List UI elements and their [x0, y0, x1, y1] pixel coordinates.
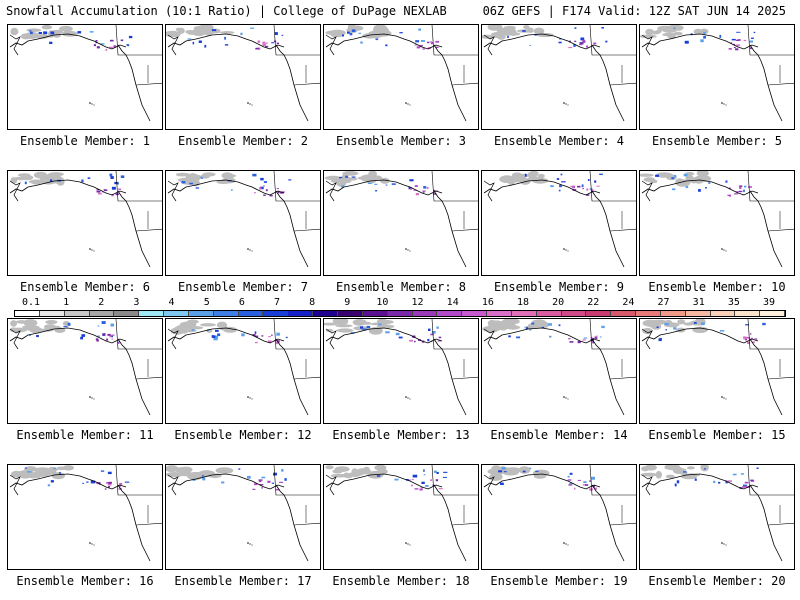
ensemble-member-map-17[interactable]	[165, 464, 321, 570]
legend-swatch	[164, 311, 189, 316]
ensemble-member-label: Ensemble Member: 16	[16, 574, 154, 588]
legend-swatch	[462, 311, 488, 316]
ensemble-member-label: Ensemble Member: 20	[648, 574, 786, 588]
ensemble-member-map-19[interactable]	[481, 464, 637, 570]
ensemble-member-map-1[interactable]	[7, 24, 163, 130]
ensemble-member-label: Ensemble Member: 3	[335, 134, 467, 148]
legend-labels: 0.1 1 2 3 4 5 6 7 8 9 10 12 14 16 18 20 22 24 27 31 35 39	[14, 297, 786, 310]
ensemble-member-label: Ensemble Member: 15	[648, 428, 786, 442]
ensemble-member-label: Ensemble Member: 13	[332, 428, 470, 442]
legend-tick-label: 3	[133, 297, 140, 308]
legend-swatch	[685, 311, 711, 316]
ensemble-member-map-8[interactable]	[323, 170, 479, 276]
legend-swatch	[636, 311, 661, 316]
legend-swatch	[586, 311, 612, 316]
legend-tick-label: 18	[516, 297, 530, 308]
legend-swatch	[89, 311, 115, 316]
legend-tick-label: 24	[622, 297, 635, 308]
legend-tick-label: 12	[411, 297, 424, 308]
legend-swatch	[536, 311, 562, 316]
legend-color-bar	[14, 310, 786, 317]
ensemble-member-label: Ensemble Member: 4	[493, 134, 625, 148]
legend-swatch	[313, 311, 338, 316]
legend-swatch	[263, 311, 289, 316]
legend-swatch	[561, 311, 587, 316]
legend-swatch	[238, 311, 264, 316]
legend-tick-label: 5	[203, 297, 210, 308]
ensemble-member-label: Ensemble Member: 8	[335, 280, 467, 294]
legend-swatch	[437, 311, 463, 316]
legend-swatch	[412, 311, 438, 316]
ensemble-member-map-12[interactable]	[165, 318, 321, 424]
legend-swatch	[288, 311, 314, 316]
legend-swatch	[64, 311, 90, 316]
legend-tick-label: 35	[727, 297, 740, 308]
map-title: Snowfall Accumulation (10:1 Ratio) | Col…	[6, 4, 447, 18]
ensemble-member-map-18[interactable]	[323, 464, 479, 570]
ensemble-member-map-3[interactable]	[323, 24, 479, 130]
ensemble-member-label: Ensemble Member: 19	[490, 574, 628, 588]
legend-swatch	[611, 311, 637, 316]
legend-tick-label: 39	[762, 297, 776, 308]
ensemble-member-label: Ensemble Member: 9	[493, 280, 625, 294]
ensemble-member-label: Ensemble Member: 18	[332, 574, 470, 588]
legend-swatch	[15, 311, 40, 316]
legend-swatch	[660, 311, 686, 316]
legend-tick-label: 4	[168, 297, 175, 308]
ensemble-member-label: Ensemble Member: 11	[16, 428, 154, 442]
legend-tick-label: 6	[238, 297, 245, 308]
legend-swatch	[487, 311, 512, 316]
ensemble-member-map-5[interactable]	[639, 24, 795, 130]
legend-swatch	[362, 311, 388, 316]
legend-swatch	[213, 311, 239, 316]
ensemble-member-map-4[interactable]	[481, 24, 637, 130]
legend-swatch	[735, 311, 761, 316]
legend-tick-label: 2	[98, 297, 105, 308]
ensemble-member-label: Ensemble Member: 1	[19, 134, 151, 148]
legend-swatch	[710, 311, 736, 316]
ensemble-member-map-15[interactable]	[639, 318, 795, 424]
ensemble-member-map-9[interactable]	[481, 170, 637, 276]
legend-tick-label: 10	[376, 297, 389, 308]
ensemble-member-label: Ensemble Member: 7	[177, 280, 309, 294]
legend-tick-label: 16	[481, 297, 494, 308]
run-valid-time: 06Z GEFS | F174 Valid: 12Z SAT JUN 14 20…	[482, 4, 786, 18]
legend-tick-label: 31	[692, 297, 705, 308]
ensemble-member-map-14[interactable]	[481, 318, 637, 424]
legend-tick-label: 22	[587, 297, 600, 308]
ensemble-member-map-7[interactable]	[165, 170, 321, 276]
legend-swatch	[114, 311, 140, 316]
legend-tick-label: 27	[657, 297, 670, 308]
legend-tick-label: 1	[63, 297, 70, 308]
legend-swatch	[337, 311, 363, 316]
legend-swatch	[760, 311, 786, 316]
ensemble-member-map-6[interactable]	[7, 170, 163, 276]
ensemble-member-map-16[interactable]	[7, 464, 163, 570]
ensemble-member-map-2[interactable]	[165, 24, 321, 130]
ensemble-member-label: Ensemble Member: 2	[177, 134, 309, 148]
legend-tick-label: 7	[273, 297, 281, 308]
ensemble-member-label: Ensemble Member: 10	[648, 280, 786, 294]
ensemble-member-label: Ensemble Member: 14	[490, 428, 628, 442]
ensemble-member-label: Ensemble Member: 5	[651, 134, 783, 148]
ensemble-member-map-10[interactable]	[639, 170, 795, 276]
legend-swatch	[188, 311, 214, 316]
legend-tick-label: 9	[344, 297, 351, 308]
ensemble-member-map-11[interactable]	[7, 318, 163, 424]
legend-swatch	[387, 311, 413, 316]
legend-swatch	[511, 311, 537, 316]
legend-swatch	[139, 311, 165, 316]
ensemble-member-label: Ensemble Member: 12	[174, 428, 312, 442]
color-legend: 0.1 1 2 3 4 5 6 7 8 9 10 12 14 16 18 20 22 24 27 31 35 39	[14, 297, 786, 319]
ensemble-member-label: Ensemble Member: 6	[19, 280, 151, 294]
legend-tick-label: 8	[309, 297, 316, 308]
ensemble-member-map-13[interactable]	[323, 318, 479, 424]
legend-tick-label: 20	[552, 297, 565, 308]
legend-tick-label: 14	[446, 297, 459, 308]
ensemble-member-map-20[interactable]	[639, 464, 795, 570]
legend-swatch	[39, 311, 65, 316]
legend-tick-label: 0.1	[21, 297, 41, 308]
ensemble-member-label: Ensemble Member: 17	[174, 574, 312, 588]
